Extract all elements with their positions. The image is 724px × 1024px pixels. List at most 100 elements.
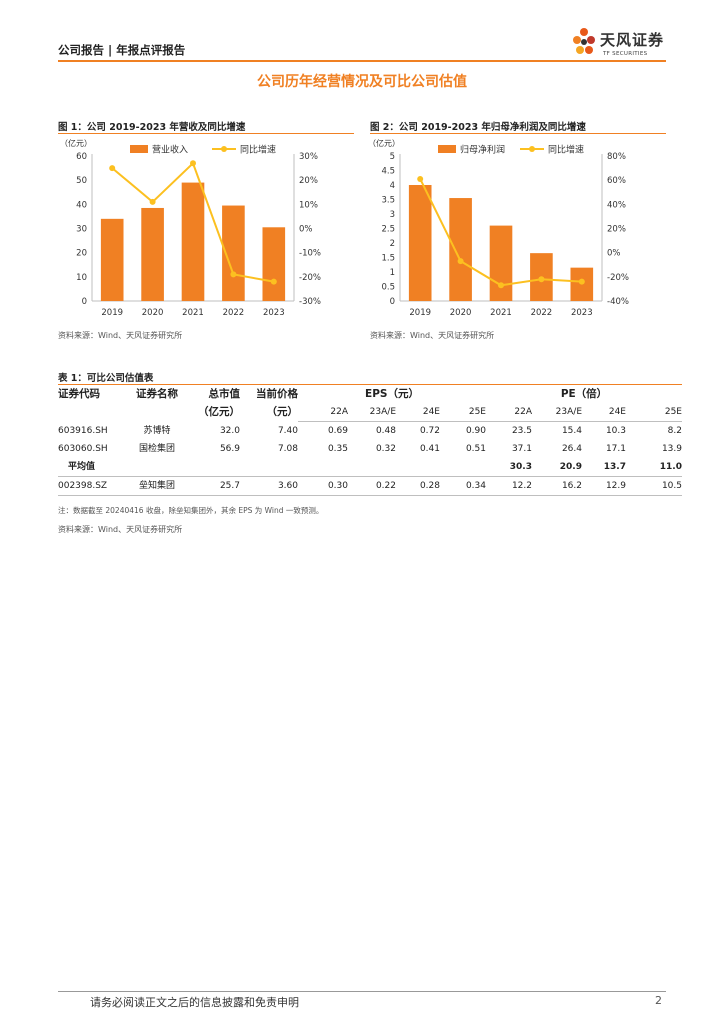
header-divider bbox=[58, 60, 666, 62]
x-tick-label: 2020 bbox=[142, 308, 164, 318]
cell-value: 37.1 bbox=[511, 444, 532, 454]
cell-value: 15.4 bbox=[561, 426, 582, 436]
logo-name: 天风证券 bbox=[600, 31, 665, 49]
legend-line-label: 同比增速 bbox=[240, 144, 276, 156]
y-right-tick-label: 0% bbox=[607, 249, 621, 259]
header-mcap: 总市值 bbox=[208, 388, 241, 400]
table-header-row: 证券代码 证券名称 总市值 当前价格 EPS（元） PE（倍） bbox=[58, 385, 682, 403]
page-number: 2 bbox=[655, 994, 662, 1007]
x-tick-label: 2023 bbox=[571, 308, 593, 318]
table-subheader-row: （亿元） （元） 22A 23A/E 24E 25E 22A 23A/E 24E… bbox=[58, 403, 682, 422]
y-right-tick-label: 40% bbox=[607, 200, 626, 210]
bar bbox=[262, 227, 286, 301]
figure-1-caption: 图 1：公司 2019-2023 年营收及同比增速 bbox=[58, 122, 246, 133]
legend-bar-swatch bbox=[130, 145, 148, 153]
average-value: 20.9 bbox=[559, 462, 582, 472]
y-right-tick-label: 20% bbox=[299, 176, 318, 186]
table-row: 603060.SH 国检集团 56.9 7.08 0.35 0.32 0.41 … bbox=[58, 440, 682, 458]
growth-point bbox=[578, 278, 585, 285]
x-tick-label: 2023 bbox=[263, 308, 285, 318]
y-left-tick-label: 2 bbox=[390, 239, 395, 249]
cell-value: 13.9 bbox=[661, 444, 682, 454]
year-header: 23A/E bbox=[532, 403, 582, 422]
y-left-tick-label: 4 bbox=[390, 181, 395, 191]
x-tick-label: 2021 bbox=[182, 308, 204, 318]
growth-point bbox=[538, 276, 545, 283]
header-pe: PE（倍） bbox=[560, 388, 608, 400]
unit-label: （亿元） bbox=[368, 138, 400, 148]
y-left-tick-label: 0 bbox=[390, 297, 395, 307]
cell-mcap: 32.0 bbox=[219, 425, 240, 436]
y-left-tick-label: 4.5 bbox=[381, 167, 395, 177]
y-left-tick-label: 10 bbox=[76, 273, 87, 283]
average-label: 平均值 bbox=[68, 462, 96, 472]
legend: 营业收入 同比增速 bbox=[130, 144, 276, 156]
y-right-tick-label: 60% bbox=[607, 176, 626, 186]
header-price: 当前价格 bbox=[256, 388, 298, 400]
y-right-tick-label: -20% bbox=[299, 273, 321, 283]
cell-value: 10.3 bbox=[605, 426, 626, 436]
cell-price: 3.60 bbox=[240, 476, 298, 496]
y-right-tick-label: -30% bbox=[299, 297, 321, 307]
report-type-label: 公司报告 | 年报点评报告 bbox=[58, 43, 186, 57]
cell-price: 7.40 bbox=[277, 425, 298, 436]
legend-line-marker bbox=[221, 146, 227, 152]
y-right-tick-label: 80% bbox=[607, 152, 626, 162]
y-right-tick-label: 0% bbox=[299, 225, 313, 235]
cell-value: 0.41 bbox=[419, 444, 440, 454]
legend-bar-label: 归母净利润 bbox=[460, 144, 505, 156]
bar bbox=[141, 207, 164, 301]
table-average-row: 平均值 30.3 20.9 13.7 11.0 bbox=[58, 458, 682, 477]
cell-value: 26.4 bbox=[561, 444, 582, 454]
cell-value: 8.2 bbox=[667, 426, 682, 436]
header-name: 证券名称 bbox=[136, 388, 178, 400]
y-left-tick-label: 20 bbox=[76, 249, 87, 259]
bar bbox=[489, 225, 513, 301]
footer-divider bbox=[58, 991, 666, 992]
y-right-tick-label: 10% bbox=[299, 200, 318, 210]
cell-value: 16.2 bbox=[532, 476, 582, 496]
y-right-tick-label: 30% bbox=[299, 152, 318, 162]
bar bbox=[222, 205, 245, 301]
y-left-tick-label: 1 bbox=[390, 268, 395, 278]
growth-point bbox=[149, 198, 156, 205]
growth-point bbox=[270, 278, 277, 285]
logo-subtitle: TF SECURITIES bbox=[603, 51, 648, 57]
bar bbox=[181, 182, 205, 301]
year-header: 23A/E bbox=[348, 403, 396, 422]
bar bbox=[408, 185, 432, 301]
growth-point bbox=[230, 271, 237, 278]
growth-point bbox=[417, 175, 424, 182]
year-header: 22A bbox=[486, 403, 532, 422]
y-left-tick-label: 0.5 bbox=[381, 283, 395, 293]
cell-mcap: 25.7 bbox=[188, 476, 240, 496]
y-left-tick-label: 40 bbox=[76, 200, 87, 210]
x-tick-label: 2020 bbox=[450, 308, 472, 318]
growth-point bbox=[498, 282, 504, 289]
cell-value: 0.48 bbox=[375, 426, 396, 436]
x-tick-label: 2022 bbox=[223, 308, 245, 318]
cell-value: 10.5 bbox=[626, 476, 682, 496]
bar bbox=[449, 198, 472, 301]
cell-name: 垒知集团 bbox=[126, 476, 188, 496]
y-right-tick-label: -20% bbox=[607, 273, 629, 283]
table-row: 603916.SH 苏博特 32.0 7.40 0.69 0.48 0.72 0… bbox=[58, 422, 682, 441]
year-header: 25E bbox=[440, 403, 486, 422]
x-tick-label: 2019 bbox=[409, 308, 431, 318]
revenue-chart: （亿元） 0 10 20 30 40 50 60 -30% -20% -10% 0% 10% 20% 30%… bbox=[60, 138, 321, 318]
logo-flower-icon bbox=[573, 28, 595, 54]
cell-mcap: 56.9 bbox=[219, 444, 240, 454]
cell-code: 603916.SH bbox=[58, 425, 108, 436]
legend: 归母净利润 同比增速 bbox=[438, 144, 584, 156]
legend-line-marker bbox=[529, 146, 535, 152]
cell-value: 0.69 bbox=[327, 426, 348, 436]
cell-value: 23.5 bbox=[511, 426, 532, 436]
cell-value: 0.72 bbox=[419, 426, 440, 436]
cell-name: 苏博特 bbox=[143, 425, 171, 436]
cell-name: 国检集团 bbox=[138, 444, 175, 454]
figure-2-rule bbox=[370, 133, 666, 134]
year-header: 22A bbox=[298, 403, 348, 422]
figure-2-caption: 图 2：公司 2019-2023 年归母净利润及同比增速 bbox=[370, 122, 586, 133]
bar bbox=[100, 218, 124, 301]
year-header: 25E bbox=[626, 403, 682, 422]
